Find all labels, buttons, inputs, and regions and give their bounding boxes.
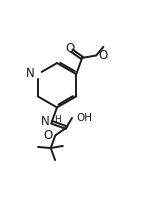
Text: O: O [44,130,53,142]
Text: OH: OH [76,113,92,123]
Text: O: O [99,49,108,62]
Text: O: O [65,42,75,55]
Text: N: N [25,67,34,80]
Text: N: N [40,115,49,128]
Text: H: H [54,115,61,124]
